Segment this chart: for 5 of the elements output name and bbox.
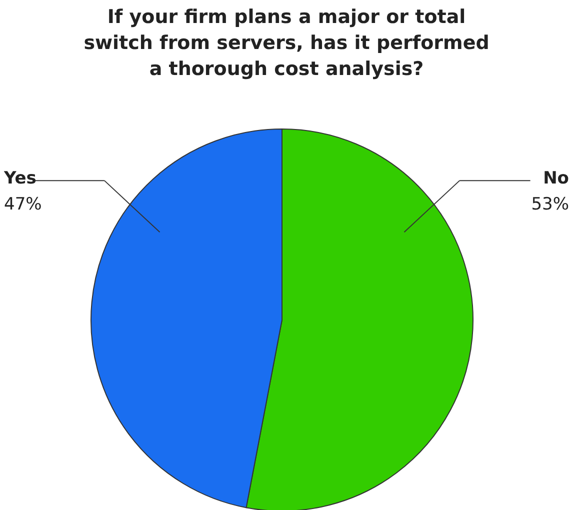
- data-label: 47%: [4, 194, 42, 215]
- chart-title: If your firm plans a major or total switch from servers, has it performed a thorough cost analysis?: [84, 6, 490, 80]
- legend-label: No: [543, 168, 569, 189]
- slice-label: Yes: [3, 168, 36, 189]
- data-label: 53%: [531, 194, 569, 215]
